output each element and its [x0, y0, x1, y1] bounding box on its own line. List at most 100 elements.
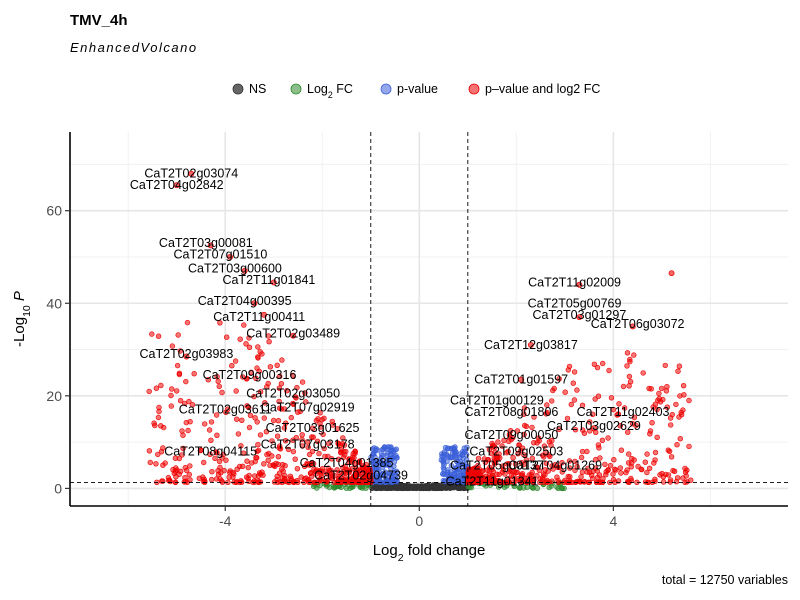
point-pfc-385: [254, 419, 260, 425]
point-pfc-992: [548, 442, 554, 449]
point-pfc-296: [149, 331, 155, 337]
point-pfc-996: [607, 462, 614, 469]
gene-label-32: CaT2T04g01269: [508, 458, 602, 472]
point-pfc-965: [633, 422, 639, 429]
point-pfc-407: [287, 473, 294, 479]
point-p-70: [380, 446, 386, 453]
point-p-118: [393, 446, 399, 452]
point-pfc-232: [240, 450, 247, 456]
point-pfc-977: [574, 463, 580, 470]
point-pfc-813: [675, 368, 681, 374]
point-pfc-483: [265, 457, 271, 463]
point-p-68: [385, 444, 392, 450]
point-pfc-127: [223, 409, 229, 415]
point-pfc-504: [219, 455, 225, 461]
point-pfc-538: [676, 363, 683, 369]
point-pfc-717: [621, 405, 628, 411]
gene-label-27: CaT2T11g02403: [577, 405, 670, 419]
point-pfc-112: [241, 322, 247, 328]
point-pfc-324: [168, 392, 174, 399]
point-pfc-332: [290, 372, 296, 379]
point-pfc-1013: [511, 468, 517, 474]
point-pfc-603: [624, 363, 630, 369]
point-pfc-144: [223, 457, 229, 463]
point-pfc-341: [264, 451, 270, 458]
point-pfc-912: [535, 435, 542, 441]
point-pfc-685: [594, 474, 601, 481]
point-pfc-970: [684, 479, 690, 485]
point-pfc-931: [499, 443, 505, 449]
point-pfc-897: [508, 428, 514, 434]
point-pfc-451: [277, 373, 283, 379]
point-pfc-920: [568, 401, 574, 408]
point-pfc-668: [565, 367, 571, 373]
point-pfc-724: [686, 397, 692, 404]
highlight-point-5: [270, 279, 277, 286]
point-pfc-277: [184, 319, 191, 326]
point-pfc-700: [610, 471, 616, 477]
point-pfc-748: [567, 465, 573, 471]
point-pfc-219: [175, 332, 181, 338]
point-pfc-739: [599, 437, 606, 443]
x-tick-label-2: 4: [609, 513, 617, 529]
point-pfc-908: [480, 468, 486, 474]
point-pfc-665: [512, 461, 519, 467]
point-pfc-592: [541, 443, 548, 449]
legend-label-ns: NS: [249, 82, 266, 96]
point-pfc-489: [176, 370, 183, 376]
point-p-94: [384, 450, 391, 456]
point-pfc-500: [326, 440, 332, 447]
point-pfc-935: [608, 395, 615, 401]
point-p-252: [441, 462, 447, 468]
point-pfc-862: [521, 422, 528, 429]
point-pfc-707: [571, 397, 578, 403]
point-pfc-460: [184, 467, 190, 474]
point-pfc-983: [562, 389, 568, 395]
point-pfc-929: [660, 396, 666, 403]
point-pfc-1: [265, 333, 272, 339]
point-pfc-794: [516, 442, 522, 448]
point-pfc-852: [677, 436, 683, 442]
point-pfc-330: [186, 398, 192, 405]
point-pfc-45: [213, 412, 220, 418]
point-pfc-366: [187, 477, 193, 483]
point-pfc-517: [356, 459, 362, 466]
gene-label-33: CaT2T11g01341: [446, 474, 539, 488]
point-ns-317: [406, 485, 412, 491]
point-pfc-1017: [596, 479, 603, 485]
point-p-116: [393, 468, 400, 474]
point-pfc-688: [635, 463, 641, 470]
point-pfc-763: [680, 383, 687, 389]
point-pfc-548: [559, 460, 565, 466]
point-pfc-485: [353, 476, 359, 482]
point-pfc-214: [213, 449, 219, 455]
point-p-259: [445, 469, 451, 476]
point-pfc-9: [191, 371, 197, 377]
point-pfc-1018: [470, 466, 477, 472]
point-pfc-210: [229, 363, 235, 369]
gene-label-10: CaT2T09g00316: [203, 368, 297, 382]
point-pfc-821: [638, 466, 645, 473]
point-p-249: [462, 449, 468, 455]
y-tick-label-1: 20: [46, 388, 62, 404]
series-ns: [368, 480, 471, 492]
point-fc-85: [516, 484, 522, 491]
point-pfc-903: [543, 411, 549, 417]
point-pfc-343: [156, 404, 162, 411]
point-fc-87: [559, 485, 565, 492]
point-pfc-89: [279, 357, 285, 363]
gene-label-24: CaT2T01g01597: [474, 373, 568, 387]
legend-label-p: p-value: [397, 82, 438, 96]
point-pfc-975: [499, 463, 505, 469]
point-pfc-760: [644, 469, 650, 476]
chart-title: TMV_4h: [70, 12, 128, 29]
point-pfc-28: [317, 410, 323, 416]
highlight-point-11: [629, 323, 636, 330]
point-pfc-173: [219, 389, 225, 396]
point-pfc-675: [514, 428, 521, 434]
point-pfc-781: [545, 468, 551, 474]
point-pfc-947: [534, 472, 540, 479]
point-pfc-499: [281, 476, 288, 482]
point-p-122: [371, 445, 377, 451]
point-pfc-299: [257, 389, 264, 395]
